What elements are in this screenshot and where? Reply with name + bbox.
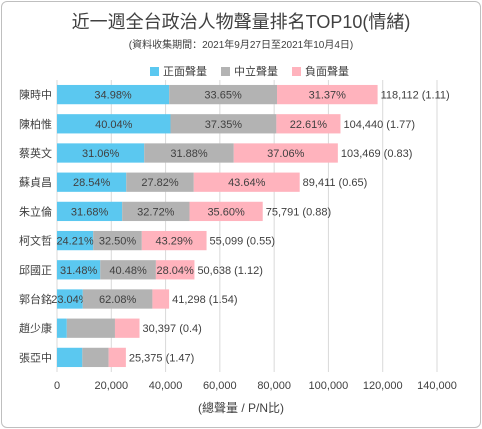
x-tick-label: 140,000	[417, 380, 457, 392]
bar-segment-neutral	[170, 114, 277, 134]
y-tick-label: 邱國正	[19, 264, 52, 277]
bar-segment-negative	[189, 201, 263, 222]
data-label-positive: 40.04%	[95, 119, 133, 131]
bar-segment-negative	[193, 172, 300, 192]
x-tick-label: 120,000	[363, 380, 403, 392]
legend-label-positive: 正面聲量	[163, 66, 207, 78]
data-label-positive: 28.54%	[73, 177, 111, 189]
bar-segment-neutral	[93, 230, 142, 251]
bar-segment-positive	[57, 114, 171, 134]
total-label: 104,440 (1.77)	[343, 119, 415, 131]
data-label-neutral: 62.08%	[99, 294, 137, 306]
data-label-negative: 35.60%	[207, 206, 245, 218]
y-tick-label: 郭台銘	[19, 292, 52, 306]
bar-segment-negative	[141, 230, 207, 251]
data-label-neutral: 40.48%	[109, 265, 147, 277]
total-label: 50,638 (1.12)	[197, 265, 262, 277]
y-tick-label: 柯文哲	[19, 234, 52, 248]
data-label-positive: 31.48%	[60, 265, 98, 277]
bar-segment-negative	[155, 260, 195, 280]
data-label-positive: 24.21%	[56, 236, 94, 248]
data-label-neutral: 32.50%	[99, 236, 137, 248]
data-label-positive: 23.04%	[51, 294, 89, 306]
data-label-neutral: 33.65%	[204, 90, 242, 102]
data-label-positive: 31.68%	[71, 206, 109, 218]
x-tick-label: 60,000	[203, 380, 237, 392]
legend-swatch-neutral	[221, 66, 230, 76]
x-tick-label: 20,000	[94, 380, 128, 392]
data-label-positive: 31.06%	[82, 148, 120, 160]
y-tick-label: 趙少康	[19, 321, 52, 335]
x-tick-label: 40,000	[149, 380, 183, 392]
data-label-neutral: 32.72%	[137, 206, 175, 218]
bar-segment-neutral	[144, 143, 234, 163]
legend-label-neutral: 中立聲量	[234, 66, 278, 78]
x-tick-label: 0	[54, 380, 60, 392]
data-label-negative: 28.04%	[157, 265, 195, 277]
data-label-negative: 37.06%	[267, 148, 305, 160]
bar-segment-neutral	[82, 289, 153, 309]
legend-item-negative: 負面聲量	[292, 63, 349, 79]
data-label-negative: 31.37%	[309, 90, 347, 102]
bar-segment-neutral	[126, 172, 194, 192]
bar-segment-neutral	[169, 84, 278, 105]
legend-swatch-negative	[292, 66, 301, 76]
legend: 正面聲量 中立聲量 負面聲量	[150, 63, 349, 79]
total-label: 75,791 (0.88)	[266, 206, 331, 218]
data-label-positive: 34.98%	[94, 90, 132, 102]
bar-segment-positive	[57, 230, 94, 251]
x-tick-label: 80,000	[257, 380, 291, 392]
bar-segment-neutral	[82, 347, 109, 368]
chart-title: 近一週全台政治人物聲量排名TOP10(情緒)	[71, 12, 411, 32]
chart-subtitle: (資料收集期間：2021年9月27日至2021年10月4日)	[128, 40, 354, 51]
legend-item-neutral: 中立聲量	[221, 63, 278, 79]
data-label-neutral: 31.88%	[170, 148, 208, 160]
bar-segment-neutral	[100, 260, 156, 280]
total-label: 118,112 (1.11)	[381, 90, 450, 102]
y-tick-label: 陳時中	[19, 89, 52, 102]
y-tick-label: 蘇貞昌	[19, 176, 52, 189]
bar-segment-positive	[57, 318, 67, 338]
data-label-negative: 43.64%	[228, 177, 266, 189]
total-label: 25,375 (1.47)	[129, 352, 194, 364]
bar-segment-positive	[57, 347, 83, 368]
legend-swatch-positive	[150, 66, 159, 76]
total-label: 41,298 (1.54)	[172, 294, 237, 306]
y-tick-label: 蔡英文	[19, 146, 52, 160]
bar-segment-positive	[57, 289, 83, 309]
bar-segment-negative	[114, 318, 140, 338]
total-label: 103,469 (0.83)	[341, 148, 413, 160]
bar-segment-negative	[276, 114, 341, 134]
x-tick-label: 100,000	[309, 380, 349, 392]
bar-segment-negative	[277, 84, 378, 105]
y-tick-label: 朱立倫	[19, 204, 52, 218]
data-label-neutral: 37.35%	[205, 119, 243, 131]
bar-segment-neutral	[66, 318, 115, 338]
total-label: 55,099 (0.55)	[210, 236, 275, 248]
bar-segment-positive	[57, 260, 101, 280]
x-axis-label: (總聲量 / P/N比)	[198, 401, 284, 415]
total-label: 89,411 (0.65)	[303, 177, 368, 189]
bar-segment-positive	[57, 143, 145, 163]
total-label: 30,397 (0.4)	[143, 323, 202, 335]
legend-item-positive: 正面聲量	[150, 63, 207, 79]
bar-segment-neutral	[122, 201, 190, 222]
bar-segment-positive	[57, 84, 170, 105]
bar-segment-positive	[57, 201, 123, 222]
y-tick-label: 張亞中	[19, 351, 52, 364]
legend-label-negative: 負面聲量	[305, 66, 349, 78]
bar-segment-negative	[233, 143, 338, 163]
bar-segment-positive	[57, 172, 127, 192]
bar-segment-negative	[152, 289, 170, 309]
data-label-negative: 22.61%	[290, 119, 328, 131]
bar-segment-negative	[108, 347, 126, 368]
data-label-neutral: 27.82%	[141, 177, 179, 189]
data-label-negative: 43.29%	[156, 236, 194, 248]
y-tick-label: 陳柏惟	[19, 117, 52, 131]
